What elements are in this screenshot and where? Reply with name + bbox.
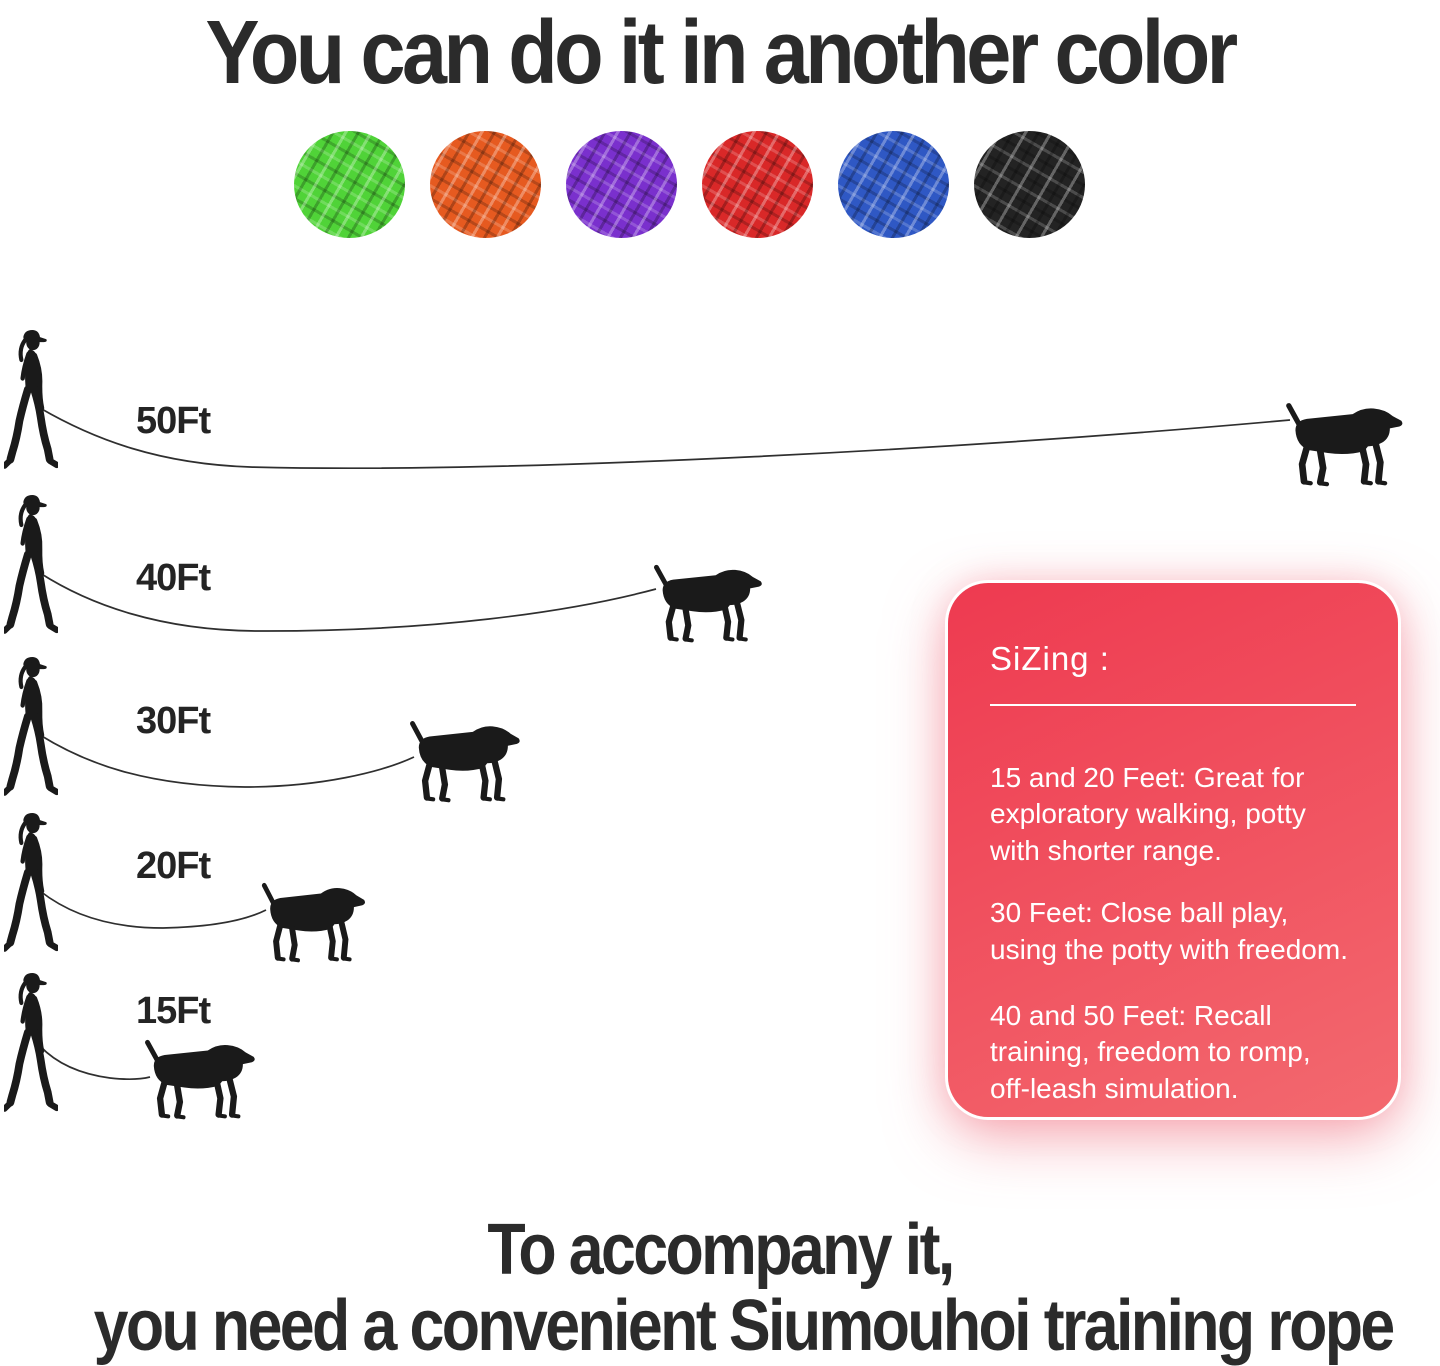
length-label-15ft: 15Ft — [136, 990, 211, 1032]
length-label-20ft: 20Ft — [136, 845, 211, 887]
person-silhouette-icon — [4, 495, 58, 637]
dog-silhouette-icon — [143, 1037, 260, 1120]
person-silhouette-icon — [4, 973, 58, 1115]
color-swatch-green — [294, 131, 405, 238]
leash-line-30ft — [39, 734, 415, 788]
dog-silhouette-icon — [652, 562, 767, 643]
leash-line-50ft — [39, 407, 1291, 469]
sizing-item-40-50ft: 40 and 50 Feet: Recall training, freedom… — [990, 999, 1311, 1104]
color-swatch-orange — [430, 131, 541, 238]
footer-line-2: you need a convenient Siumouhoi training… — [93, 1286, 1396, 1366]
dog-silhouette-icon — [260, 880, 370, 963]
sizing-card-heading: SiZing : — [990, 640, 1110, 677]
sizing-item-30ft: 30 Feet: Close ball play, using the pott… — [990, 897, 1348, 965]
color-swatch-blue — [838, 131, 949, 238]
color-swatches — [294, 131, 1085, 238]
sizing-card-divider — [990, 704, 1356, 706]
footer-line-1: To accompany it, — [487, 1210, 955, 1290]
length-label-40ft: 40Ft — [136, 557, 211, 599]
dog-silhouette-icon — [408, 718, 525, 803]
length-label-30ft: 30Ft — [136, 700, 211, 742]
person-silhouette-icon — [4, 330, 58, 472]
color-swatch-black — [974, 131, 1085, 238]
length-label-50ft: 50Ft — [136, 400, 211, 442]
footer-tagline: To accompany it, you need a convenient S… — [0, 1212, 1440, 1364]
person-silhouette-icon — [4, 657, 58, 799]
color-swatch-red — [702, 131, 813, 238]
sizing-card: SiZing : 15 and 20 Feet: Great for explo… — [948, 583, 1398, 1117]
person-silhouette-icon — [4, 813, 58, 955]
leash-line-40ft — [39, 572, 657, 632]
page-title: You can do it in another color — [205, 3, 1238, 103]
color-swatch-purple — [566, 131, 677, 238]
leash-line-20ft — [39, 890, 267, 929]
dog-silhouette-icon — [1284, 400, 1408, 487]
sizing-item-15-20ft: 15 and 20 Feet: Great for exploratory wa… — [990, 762, 1306, 866]
